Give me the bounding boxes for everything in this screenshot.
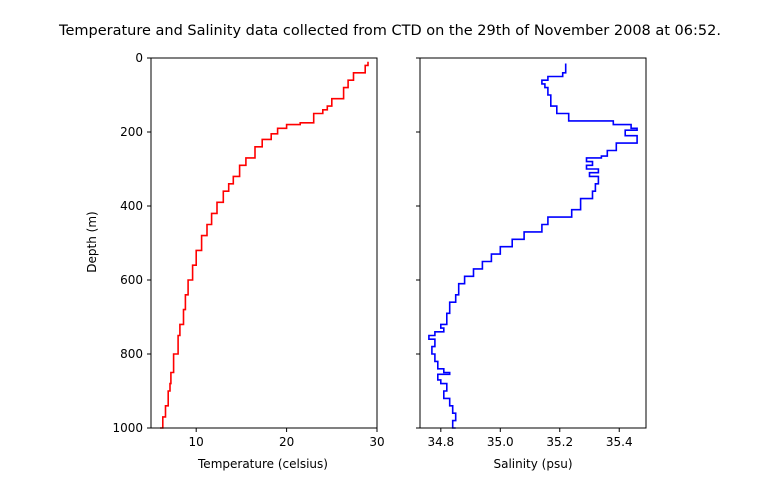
- depth-ytick-label: 0: [135, 51, 143, 65]
- depth-ytick-label: 800: [120, 347, 143, 361]
- temperature-xtick-label: 10: [189, 435, 204, 449]
- depth-ytick-label: 200: [120, 125, 143, 139]
- salinity-xlabel: Salinity (psu): [493, 457, 572, 471]
- depth-ylabel: Depth (m): [85, 211, 99, 272]
- depth-ytick-label: 1000: [112, 421, 143, 435]
- temperature-xtick-label: 20: [279, 435, 294, 449]
- temperature-panel: 10 20 30 0 200 400 600 800 1000: [112, 51, 384, 449]
- salinity-axes-frame: [419, 57, 647, 429]
- temperature-xtick-label: 30: [369, 435, 384, 449]
- chart-title: Temperature and Salinity data collected …: [58, 23, 721, 39]
- depth-ytick-label: 600: [120, 273, 143, 287]
- salinity-xtick-label: 35.2: [546, 435, 573, 449]
- salinity-xtick-label: 35.4: [606, 435, 633, 449]
- temperature-axes-frame: [150, 57, 378, 429]
- salinity-panel: 34.8 35.0 35.2 35.4: [416, 57, 647, 449]
- temperature-xlabel: Temperature (celsius): [197, 457, 328, 471]
- depth-ytick-label: 400: [120, 199, 143, 213]
- salinity-xtick-label: 35.0: [487, 435, 514, 449]
- salinity-xtick-label: 34.8: [427, 435, 454, 449]
- temperature-profile-line: [160, 61, 369, 429]
- salinity-profile-line: [428, 63, 638, 429]
